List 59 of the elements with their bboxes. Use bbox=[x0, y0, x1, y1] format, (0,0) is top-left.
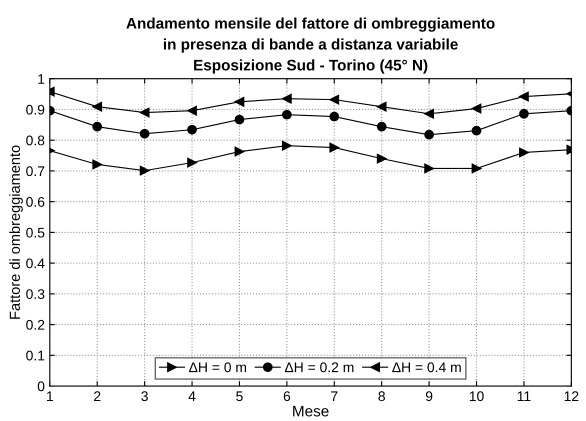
x-tick-label: 6 bbox=[284, 391, 290, 402]
point bbox=[424, 130, 434, 140]
point bbox=[140, 108, 150, 118]
point bbox=[519, 92, 529, 102]
x-tick-label: 9 bbox=[426, 391, 432, 402]
point bbox=[140, 166, 150, 176]
chart-title: Andamento mensile del fattore di ombreggiamento in presenza di bande a distanza variabile Esposizione Sud - Torino (45° N) bbox=[126, 17, 495, 74]
x-tick-label: 3 bbox=[141, 391, 148, 402]
point bbox=[187, 158, 197, 168]
x-tick-label: 12 bbox=[564, 391, 578, 401]
x-tick-label: 8 bbox=[378, 391, 385, 402]
legend-label: ΔH = 0 m bbox=[189, 362, 246, 372]
point bbox=[282, 94, 292, 104]
y-tick-label: 0.2 bbox=[26, 320, 44, 330]
legend-label: ΔH = 0.4 m bbox=[392, 362, 461, 372]
point bbox=[92, 160, 102, 170]
x-tick-label: 2 bbox=[94, 391, 100, 401]
x-tick-label: 7 bbox=[331, 391, 338, 401]
x-tick-label: 5 bbox=[236, 391, 243, 402]
y-tick-label: 0.9 bbox=[26, 104, 44, 115]
point bbox=[187, 124, 197, 135]
y-tick-label: 1 bbox=[38, 74, 44, 84]
y-tick-label: 0.5 bbox=[26, 228, 44, 238]
x-tick-label: 1 bbox=[47, 391, 53, 401]
x-tick-label: 11 bbox=[518, 391, 530, 401]
point bbox=[140, 128, 150, 139]
y-tick-label: 0.3 bbox=[26, 289, 44, 300]
point bbox=[329, 112, 340, 122]
point bbox=[187, 106, 197, 116]
point bbox=[424, 108, 434, 119]
x-tick-label: 10 bbox=[470, 391, 484, 402]
point bbox=[92, 122, 102, 132]
point bbox=[472, 126, 482, 136]
point bbox=[234, 96, 244, 107]
point bbox=[282, 140, 292, 151]
y-tick-label: 0.7 bbox=[26, 166, 44, 176]
point bbox=[329, 142, 340, 152]
point bbox=[234, 114, 244, 124]
y-tick-label: 0.8 bbox=[26, 136, 44, 146]
y-tick-label: 0.6 bbox=[26, 196, 44, 207]
y-axis-title: Fattore di ombreggiamento bbox=[9, 145, 23, 319]
point bbox=[234, 146, 244, 156]
point bbox=[472, 104, 482, 114]
point bbox=[329, 94, 340, 104]
point bbox=[282, 110, 292, 120]
point bbox=[376, 122, 387, 132]
legend-label: ΔH = 0.2 m bbox=[284, 362, 354, 372]
point bbox=[376, 154, 387, 164]
y-tick-label: 0.4 bbox=[26, 258, 45, 268]
y-tick-label: 0.1 bbox=[26, 350, 44, 360]
point bbox=[424, 164, 434, 174]
point bbox=[519, 148, 529, 158]
x-axis-title: Mese bbox=[293, 406, 329, 416]
point bbox=[519, 108, 529, 119]
point bbox=[376, 102, 387, 112]
point bbox=[472, 164, 482, 174]
y-tick-label: 0 bbox=[38, 381, 44, 392]
x-tick-label: 4 bbox=[188, 391, 196, 401]
point bbox=[92, 102, 102, 112]
